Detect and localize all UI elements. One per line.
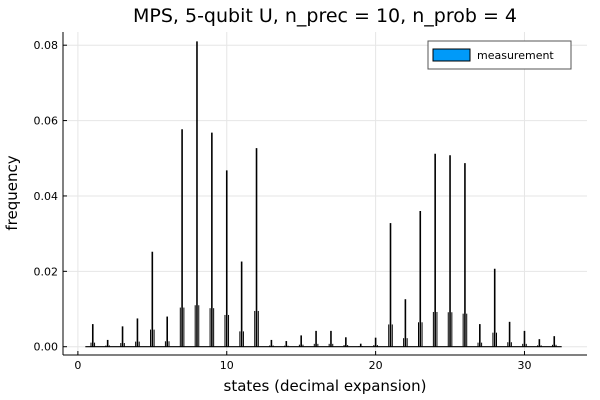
legend-label: measurement [477, 49, 554, 62]
y-tick-label: 0.04 [34, 190, 59, 203]
grid [63, 32, 587, 355]
axes [62, 32, 587, 356]
x-axis-label: states (decimal expansion) [224, 377, 427, 395]
chart-title: MPS, 5-qubit U, n_prec = 10, n_prob = 4 [133, 5, 517, 27]
x-tick-label: 30 [517, 359, 531, 372]
y-tick-label: 0.06 [34, 115, 59, 128]
y-tick-label: 0.08 [34, 39, 59, 52]
bars [85, 41, 562, 348]
y-tick-label: 0.02 [34, 265, 59, 278]
y-axis-label: frequency [3, 155, 21, 230]
ticks: 0 10 20 30 0.00 0.02 0.04 0.06 0.08 [34, 39, 532, 372]
legend-swatch [432, 48, 471, 62]
y-tick-label: 0.00 [34, 341, 59, 354]
legend: measurement [427, 40, 572, 70]
x-tick-label: 20 [369, 359, 383, 372]
x-tick-label: 10 [220, 359, 234, 372]
x-tick-label: 0 [74, 359, 81, 372]
